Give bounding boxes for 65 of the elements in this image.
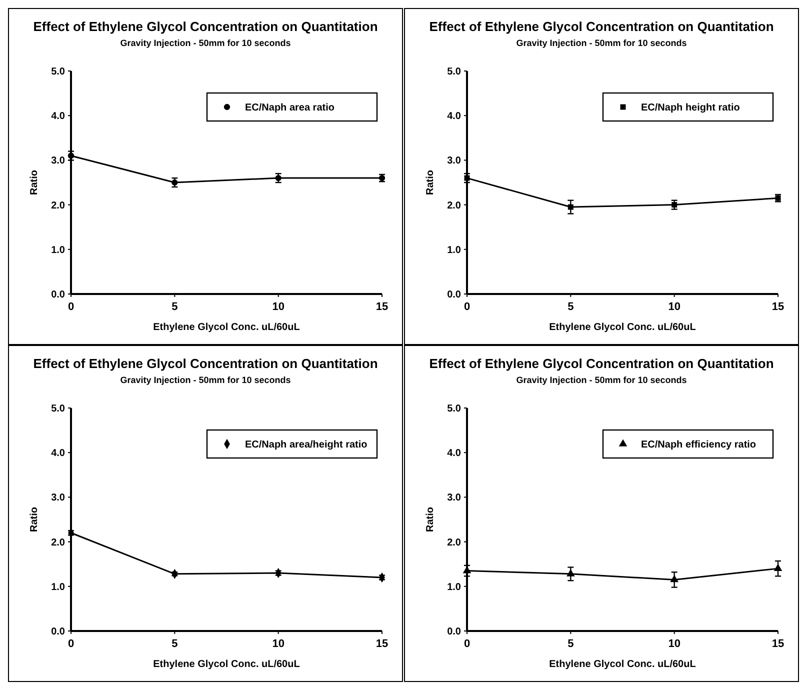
y-axis-title: Ratio (29, 507, 40, 532)
x-tick-label: 5 (568, 301, 574, 313)
x-tick-label: 10 (272, 638, 284, 650)
y-tick-label: 3.0 (51, 156, 66, 167)
y-tick-label: 0.0 (447, 290, 462, 300)
x-tick-label: 15 (376, 301, 388, 313)
x-tick-label: 10 (272, 301, 284, 313)
point (172, 179, 178, 186)
x-axis-title: Ethylene Glycol Conc. uL/60uL (153, 322, 300, 333)
chart-title: Effect of Ethylene Glycol Concentration on Quantitation (33, 356, 378, 371)
y-tick-label: 4.0 (51, 111, 66, 122)
x-tick-label: 5 (172, 301, 178, 313)
y-tick-label: 2.0 (51, 200, 66, 212)
x-tick-label: 0 (464, 638, 470, 650)
chart-title: Effect of Ethylene Glycol Concentration on Quantitation (429, 356, 774, 371)
y-tick-label: 3.0 (51, 492, 66, 504)
y-tick-label: 1.0 (51, 244, 66, 256)
point (68, 152, 74, 159)
legend-label: EC/Naph area/height ratio (245, 440, 368, 450)
x-axis-title: Ethylene Glycol Conc. uL/60uL (549, 659, 696, 670)
y-tick-label: 0.0 (51, 626, 66, 638)
point (568, 204, 574, 210)
x-tick-label: 10 (668, 638, 680, 650)
y-tick-label: 2.0 (51, 537, 66, 548)
y-tick-label: 2.0 (447, 200, 462, 212)
y-axis-title: Ratio (425, 170, 436, 195)
x-axis-title: Ethylene Glycol Conc. uL/60uL (153, 659, 300, 670)
y-tick-label: 3.0 (447, 156, 462, 167)
chart-subtitle: Gravity Injection - 50mm for 10 seconds (516, 375, 687, 385)
legend-label: EC/Naph height ratio (641, 102, 740, 114)
y-tick-label: 5.0 (447, 66, 462, 78)
y-axis-title: Ratio (425, 507, 436, 532)
chart-subtitle: Gravity Injection - 50mm for 10 seconds (120, 38, 291, 48)
y-axis-title: Ratio (29, 170, 40, 195)
legend-label: EC/Naph area ratio (245, 102, 334, 114)
x-tick-label: 5 (568, 638, 574, 650)
x-axis-title: Ethylene Glycol Conc. uL/60uL (549, 322, 696, 333)
y-tick-label: 5.0 (447, 404, 462, 414)
x-tick-label: 0 (464, 301, 470, 313)
x-tick-label: 5 (172, 638, 178, 650)
chart-subtitle: Gravity Injection - 50mm for 10 seconds (120, 375, 291, 385)
x-tick-label: 0 (68, 301, 74, 313)
x-tick-label: 10 (668, 301, 680, 313)
y-tick-label: 1.0 (51, 582, 66, 593)
y-tick-label: 0.0 (447, 626, 462, 638)
y-tick-label: 3.0 (447, 492, 462, 504)
point (672, 202, 678, 208)
chart-title: Effect of Ethylene Glycol Concentration on Quantitation (33, 19, 378, 34)
x-tick-label: 15 (772, 301, 784, 313)
y-tick-label: 2.0 (447, 537, 462, 548)
y-tick-label: 1.0 (447, 244, 462, 256)
y-tick-label: 4.0 (447, 448, 462, 460)
point (275, 174, 282, 182)
y-tick-label: 4.0 (51, 448, 66, 460)
x-tick-label: 15 (772, 638, 784, 650)
chart-title: Effect of Ethylene Glycol Concentration on Quantitation (429, 19, 774, 34)
chart-subtitle: Gravity Injection - 50mm for 10 seconds (516, 38, 687, 48)
y-tick-label: 5.0 (51, 66, 66, 78)
x-tick-label: 0 (68, 638, 74, 650)
y-tick-label: 0.0 (51, 290, 66, 300)
x-tick-label: 15 (376, 638, 388, 650)
y-tick-label: 5.0 (51, 404, 66, 414)
y-tick-label: 1.0 (447, 582, 462, 593)
legend-label: EC/Naph efficiency ratio (641, 440, 756, 450)
y-tick-label: 4.0 (447, 111, 462, 122)
